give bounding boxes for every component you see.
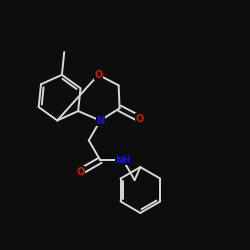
Text: N: N [96,116,104,126]
Text: O: O [136,114,144,124]
Text: NH: NH [116,156,131,165]
Text: O: O [94,70,102,80]
Text: O: O [76,167,84,177]
